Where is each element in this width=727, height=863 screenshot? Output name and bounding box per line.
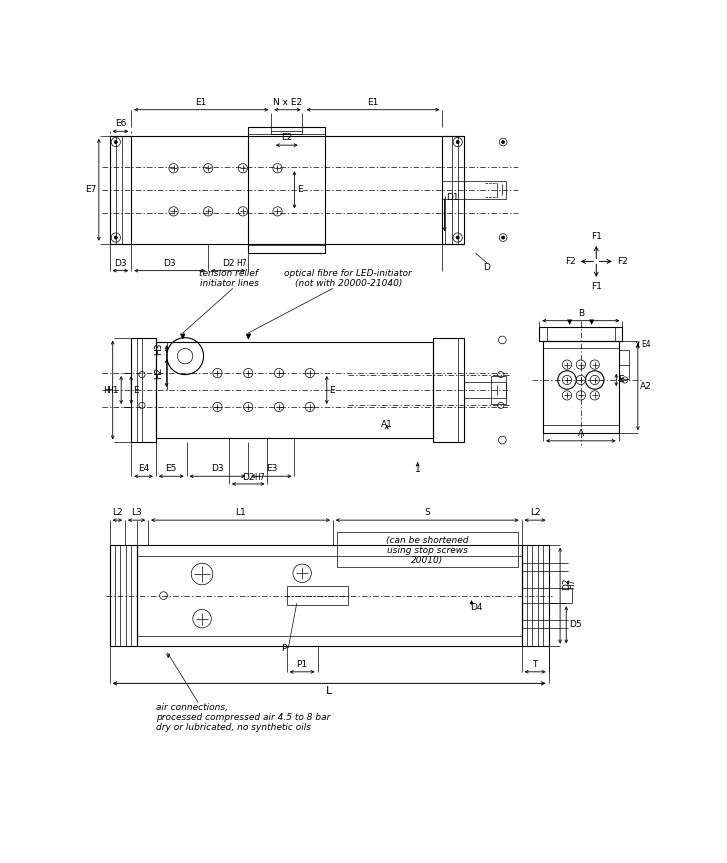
- Text: F1: F1: [591, 282, 602, 291]
- Text: ▼: ▼: [567, 319, 573, 325]
- Text: P1: P1: [297, 659, 308, 669]
- Text: L: L: [326, 686, 332, 696]
- Text: L3: L3: [131, 508, 142, 517]
- Text: optical fibre for LED-initiator
(not with 20000-21040): optical fibre for LED-initiator (not wit…: [284, 269, 412, 288]
- Text: E4: E4: [138, 464, 149, 473]
- Text: H1: H1: [106, 386, 119, 394]
- Text: S: S: [425, 508, 430, 517]
- Text: D1: D1: [446, 193, 459, 202]
- Text: T: T: [532, 659, 538, 669]
- Text: D3: D3: [211, 464, 224, 473]
- Text: B: B: [578, 309, 584, 318]
- Text: E1: E1: [196, 98, 207, 107]
- Text: H2: H2: [155, 367, 164, 379]
- Bar: [337, 532, 518, 567]
- Bar: [156, 343, 433, 438]
- Text: F2: F2: [565, 257, 576, 266]
- Text: F1: F1: [591, 231, 602, 241]
- Text: D2: D2: [242, 473, 254, 482]
- Text: ▼: ▼: [246, 333, 251, 339]
- Bar: [543, 341, 619, 433]
- Circle shape: [114, 236, 117, 239]
- Text: D3: D3: [164, 259, 176, 268]
- Text: L1: L1: [235, 508, 246, 517]
- Text: H7: H7: [236, 260, 246, 268]
- Text: P: P: [281, 644, 286, 653]
- Text: H7: H7: [567, 579, 576, 589]
- Text: E: E: [297, 186, 302, 194]
- Bar: [248, 127, 325, 253]
- Text: N x E2: N x E2: [273, 98, 302, 107]
- Text: E6: E6: [115, 119, 126, 129]
- Bar: [271, 127, 302, 135]
- Text: 1: 1: [415, 465, 420, 475]
- Bar: [442, 135, 464, 243]
- Text: E3: E3: [265, 464, 277, 473]
- Circle shape: [456, 141, 459, 143]
- Bar: [521, 545, 549, 646]
- Circle shape: [502, 141, 505, 143]
- Bar: [286, 586, 348, 605]
- Bar: [110, 545, 137, 646]
- Text: D4: D4: [470, 602, 483, 612]
- Text: D3: D3: [114, 259, 126, 268]
- Text: ▼: ▼: [589, 319, 595, 325]
- Text: E: E: [619, 375, 624, 385]
- Bar: [433, 337, 464, 443]
- Text: L2: L2: [530, 508, 540, 517]
- Circle shape: [502, 236, 505, 239]
- Circle shape: [456, 236, 459, 239]
- Text: E1: E1: [367, 98, 379, 107]
- Text: E5: E5: [166, 464, 177, 473]
- Text: D5: D5: [569, 620, 582, 629]
- Text: A2: A2: [640, 382, 652, 392]
- Text: E4: E4: [641, 340, 651, 349]
- Text: E7: E7: [85, 186, 97, 194]
- Text: D2: D2: [563, 578, 571, 590]
- Text: air connections,
processed compressed air 4.5 to 8 bar
dry or lubricated, no syn: air connections, processed compressed ai…: [156, 702, 330, 733]
- Text: H3: H3: [155, 343, 164, 356]
- Text: tension relief
initiator lines: tension relief initiator lines: [199, 269, 259, 288]
- Bar: [491, 376, 506, 404]
- Text: ▼: ▼: [180, 333, 185, 339]
- Bar: [539, 327, 622, 341]
- Bar: [131, 337, 156, 443]
- Circle shape: [114, 141, 117, 143]
- Bar: [137, 545, 521, 646]
- Text: F2: F2: [617, 257, 628, 266]
- Text: (can be shortened
using stop screws
20010): (can be shortened using stop screws 2001…: [386, 536, 468, 565]
- Text: A: A: [578, 429, 584, 438]
- Text: E: E: [134, 386, 139, 394]
- Bar: [110, 135, 131, 243]
- Text: D: D: [483, 263, 491, 272]
- Text: E: E: [329, 386, 334, 394]
- Text: D2: D2: [222, 260, 235, 268]
- Text: A1: A1: [381, 419, 393, 429]
- Text: H: H: [103, 386, 110, 394]
- Text: E2: E2: [281, 133, 292, 142]
- Text: H7: H7: [254, 473, 265, 482]
- Text: L2: L2: [112, 508, 123, 517]
